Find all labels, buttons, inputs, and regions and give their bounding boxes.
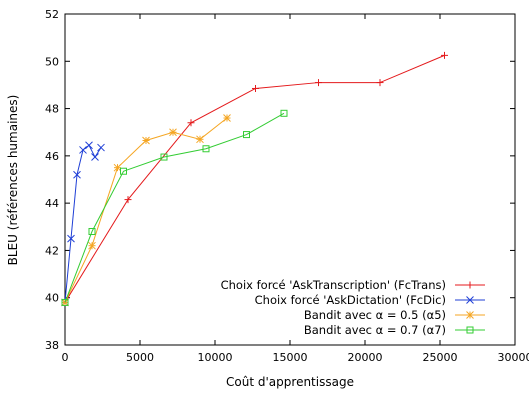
data-point <box>97 143 105 152</box>
y-tick-label: 50 <box>45 55 59 68</box>
data-point <box>243 131 250 139</box>
data-point <box>187 119 195 127</box>
legend-label: Choix forcé 'AskDictation' (FcDic) <box>255 293 446 307</box>
y-tick-label: 38 <box>45 339 59 352</box>
series-2 <box>61 114 231 307</box>
data-point <box>85 141 93 150</box>
data-point <box>280 109 288 117</box>
legend-label: Bandit avec α = 0.5 (α5) <box>304 308 446 322</box>
legend-marker <box>466 281 474 289</box>
legend-marker <box>466 311 474 319</box>
legend-entry-1: Choix forcé 'AskDictation' (FcDic) <box>255 293 485 307</box>
data-point <box>169 128 177 137</box>
data-point <box>73 170 81 179</box>
x-tick-label: 0 <box>62 351 69 364</box>
legend-marker <box>466 296 474 304</box>
series-layer <box>61 51 448 307</box>
data-point <box>142 136 150 145</box>
y-tick-label: 52 <box>45 8 59 21</box>
legend-label: Bandit avec α = 0.7 (α7) <box>304 323 446 337</box>
y-tick-label: 42 <box>45 244 59 257</box>
data-point <box>202 145 210 153</box>
legend-marker <box>466 326 474 334</box>
y-axis-title: BLEU (références humaines) <box>6 95 20 266</box>
legend-label: Choix forcé 'AskTranscription' (FcTrans) <box>221 278 446 292</box>
data-point <box>315 79 322 87</box>
data-point <box>61 298 69 306</box>
data-point <box>124 196 132 204</box>
legend-entry-0: Choix forcé 'AskTranscription' (FcTrans) <box>221 278 485 292</box>
data-point <box>376 79 384 87</box>
data-point <box>223 114 231 122</box>
x-axis-title: Coût d'apprentissage <box>226 375 354 389</box>
series-line <box>64 112 285 303</box>
y-tick-label: 46 <box>45 150 59 163</box>
y-tick-label: 44 <box>45 197 59 210</box>
data-point <box>113 163 122 172</box>
data-point <box>67 234 75 243</box>
series-line <box>64 54 445 303</box>
data-point <box>196 135 204 144</box>
axis-ticks: 0 5000 10000 15000 20000 25000 30000 38 40 42 44 46… <box>45 8 529 364</box>
data-point <box>120 167 127 175</box>
x-tick-label: 15000 <box>273 351 308 364</box>
data-point <box>160 153 168 161</box>
legend: Choix forcé 'AskTranscription' (FcTrans)… <box>221 278 485 337</box>
data-point <box>88 228 96 236</box>
series-3 <box>61 109 288 306</box>
x-tick-label: 10000 <box>198 351 233 364</box>
series-1 <box>61 141 105 307</box>
data-point <box>252 84 259 92</box>
data-point <box>79 146 87 154</box>
y-tick-label: 48 <box>45 103 59 116</box>
x-tick-label: 5000 <box>126 351 154 364</box>
x-tick-label: 25000 <box>423 351 458 364</box>
x-tick-label: 30000 <box>498 351 529 364</box>
data-point <box>441 51 448 59</box>
legend-entry-2: Bandit avec α = 0.5 (α5) <box>304 308 485 322</box>
x-tick-label: 20000 <box>348 351 383 364</box>
data-point <box>91 153 99 161</box>
data-point <box>88 241 96 250</box>
legend-entry-3: Bandit avec α = 0.7 (α7) <box>304 323 485 337</box>
y-tick-label: 40 <box>45 292 59 305</box>
